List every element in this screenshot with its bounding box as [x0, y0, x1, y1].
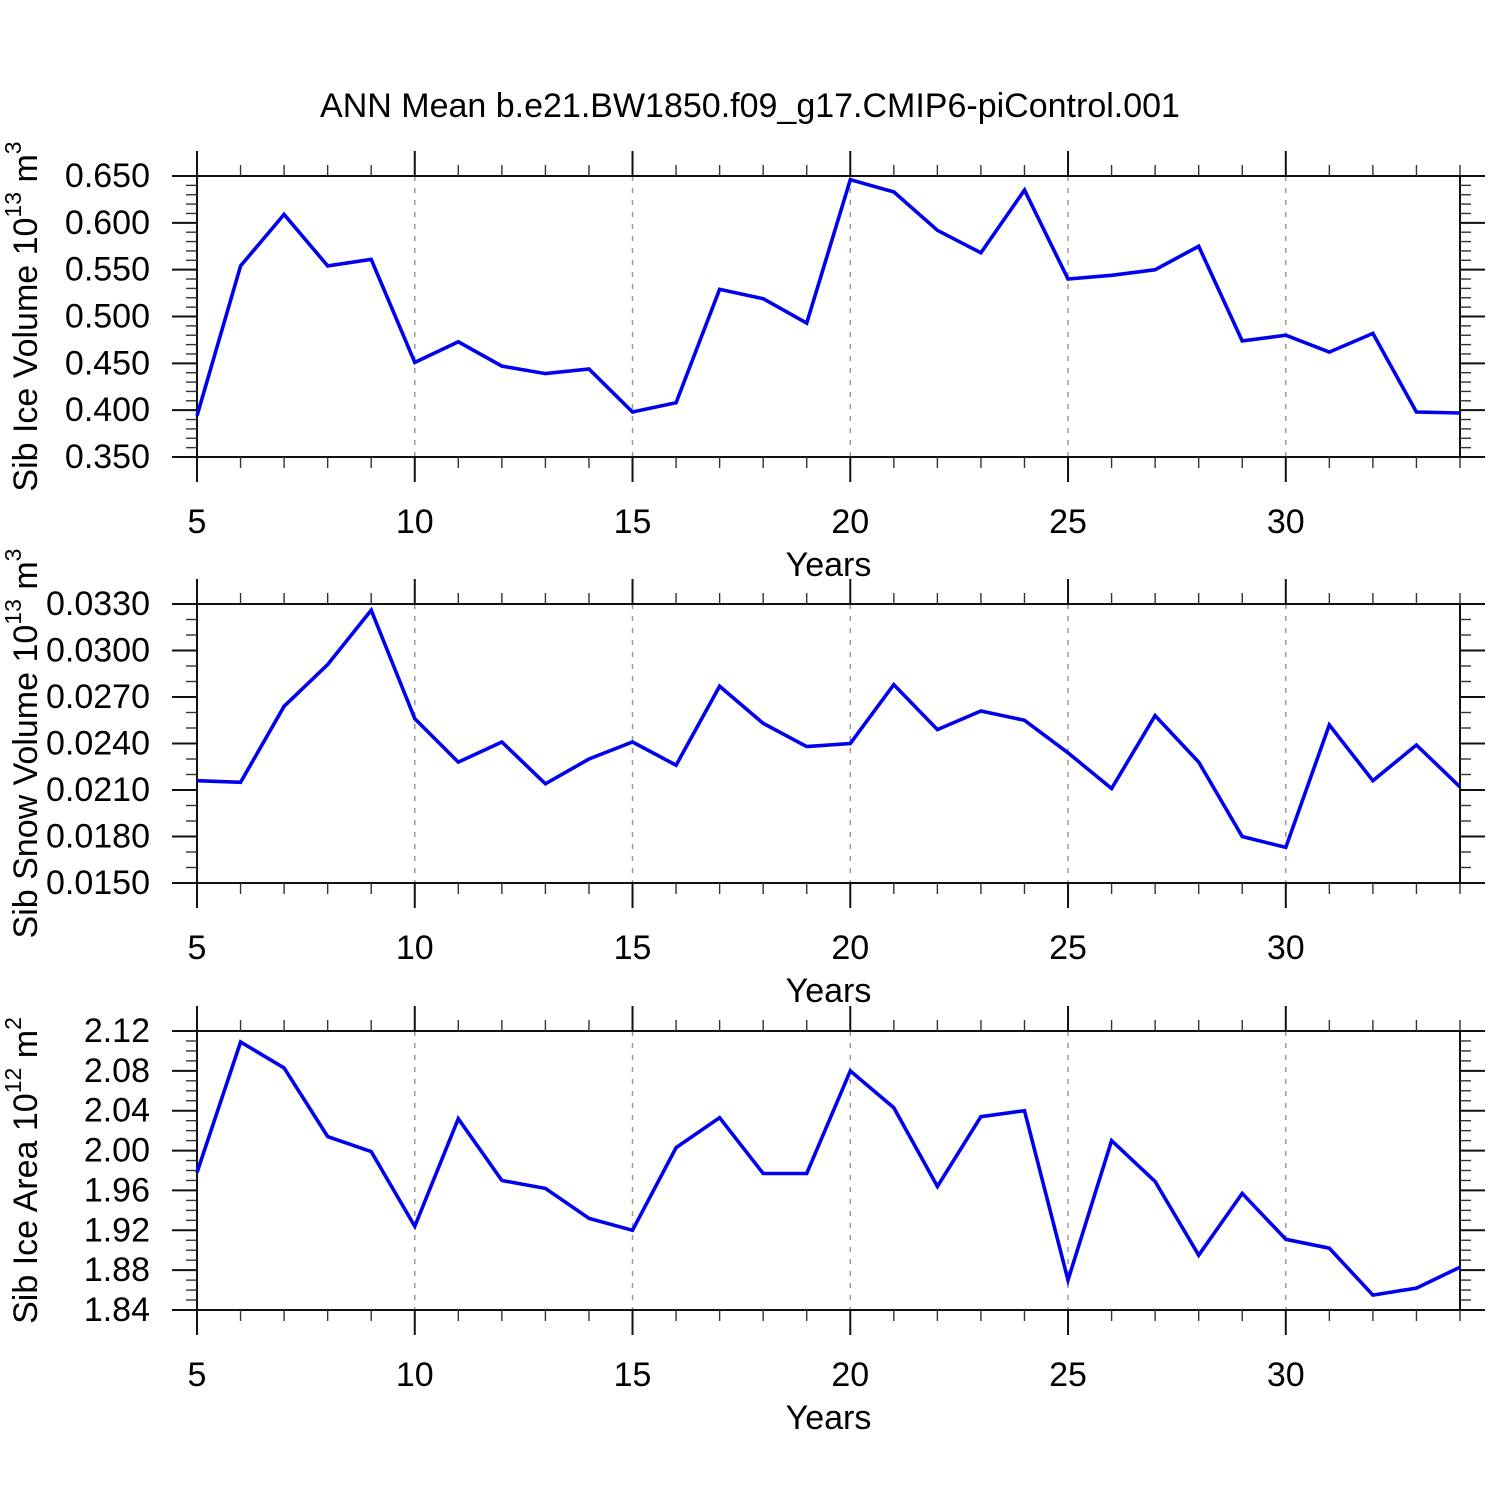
x-tick-label: 30: [1267, 1356, 1305, 1394]
y-tick-label: 0.0270: [46, 678, 150, 716]
x-tick-label: 5: [188, 503, 207, 541]
y-tick-label: 0.0210: [46, 771, 150, 809]
x-tick-label: 15: [614, 929, 652, 967]
y-tick-label: 2.00: [84, 1132, 150, 1170]
panel-sib-snow-volume: 0.0330 0.0300 0.0270 0.0240 0.0210 0.0180 0.01…: [0, 549, 1485, 1010]
x-tick-label: 30: [1267, 929, 1305, 967]
x-tick-label: 15: [614, 1356, 652, 1394]
y-axis-label: Sib Snow Volume 1013 m3: [0, 549, 45, 939]
data-line-sib-snow-volume: [196, 606, 1462, 850]
y-tick-label: 0.650: [65, 157, 150, 195]
y-tick-label: 0.600: [65, 204, 150, 242]
y-tick-label: 0.550: [65, 251, 150, 289]
y-tick-label: 0.500: [65, 298, 150, 336]
y-tick-label: 0.450: [65, 344, 150, 382]
x-tick-label: 10: [396, 503, 434, 541]
panel-sib-ice-area: 2.122.082.042.001.961.921.881.84 5 10 15 20 2…: [0, 1006, 1485, 1437]
x-tick-label: 5: [188, 1356, 207, 1394]
x-tick-label: 20: [831, 929, 869, 967]
y-tick-label: 0.0300: [46, 632, 150, 670]
chart-title: ANN Mean b.e21.BW1850.f09_g17.CMIP6-piCo…: [320, 87, 1180, 125]
x-tick-label: 20: [831, 503, 869, 541]
y-tick-label: 0.400: [65, 391, 150, 429]
y-tick-label: 0.0330: [46, 585, 150, 623]
y-tick-label: 1.96: [84, 1171, 150, 1209]
x-axis-label: Years: [786, 972, 872, 1010]
x-tick-label: 15: [614, 503, 652, 541]
panel-sib-ice-volume: 0.650 0.600 0.550 0.500 0.450 0.400 0.350 5 10 15…: [0, 141, 1485, 584]
x-tick-label: 25: [1049, 929, 1087, 967]
y-tick-label: 2.08: [84, 1052, 150, 1090]
data-line-sib-ice-area: [195, 1039, 1461, 1298]
x-tick-label: 10: [396, 929, 434, 967]
x-tick-label: 10: [396, 1356, 434, 1394]
y-tick-label: 0.350: [65, 438, 150, 476]
x-axis-label: Years: [786, 1399, 872, 1437]
y-tick-label: 1.88: [84, 1251, 150, 1289]
data-line-sib-ice-volume: [195, 177, 1461, 417]
plot-frame: [196, 1030, 1461, 1311]
x-tick-label: 25: [1049, 503, 1087, 541]
y-tick-label: 1.92: [84, 1211, 150, 1249]
y-tick-label: 1.84: [84, 1291, 150, 1329]
y-tick-label: 2.12: [84, 1012, 150, 1050]
y-axis-label: Sib Ice Area 1012 m2: [0, 1017, 45, 1324]
x-tick-label: 30: [1267, 503, 1305, 541]
y-tick-label: 0.0180: [46, 818, 150, 856]
x-tick-label: 25: [1049, 1356, 1087, 1394]
x-tick-label: 5: [188, 929, 207, 967]
x-tick-label: 20: [831, 1356, 869, 1394]
y-tick-label: 2.04: [84, 1092, 150, 1130]
y-tick-label: 0.0240: [46, 725, 150, 763]
y-axis-label: Sib Ice Volume 1013 m3: [0, 141, 45, 491]
plot-frame: [196, 175, 1461, 458]
y-tick-label: 0.0150: [46, 864, 150, 902]
x-axis-label: Years: [786, 546, 872, 584]
